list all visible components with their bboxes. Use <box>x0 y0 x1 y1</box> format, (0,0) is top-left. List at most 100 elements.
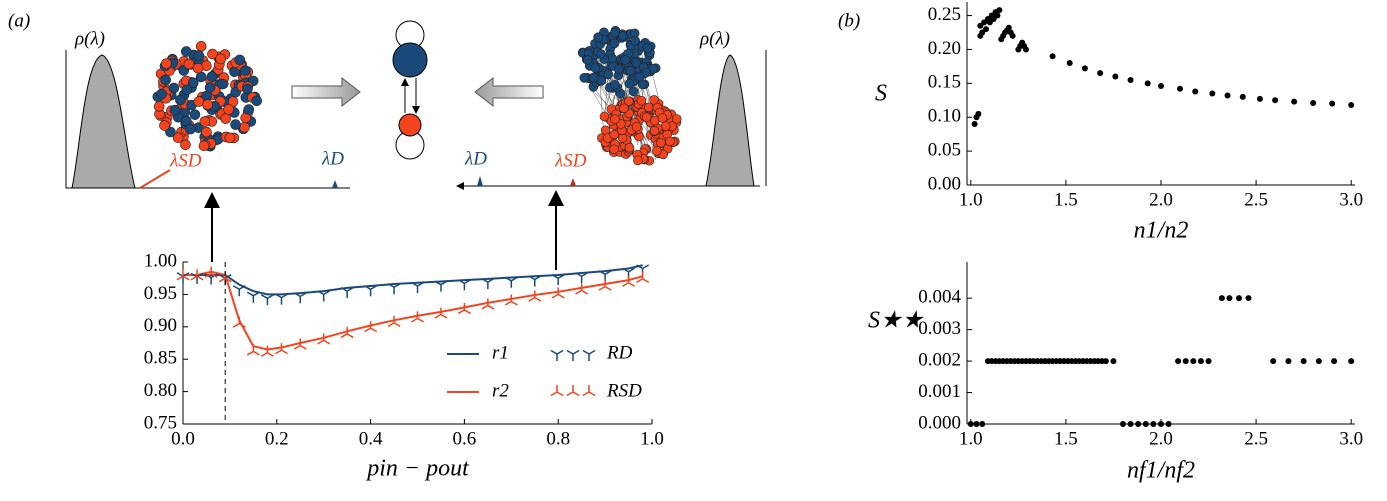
net-node <box>658 114 667 123</box>
point <box>1348 358 1354 364</box>
net-node <box>161 59 171 69</box>
marker <box>261 295 273 306</box>
lambda-sd: λSD <box>169 150 202 171</box>
y-axis-label: S★★ <box>868 308 925 334</box>
x-tick-label: 1.0 <box>640 428 664 449</box>
marker <box>576 273 588 284</box>
x-tick-label: 0.6 <box>453 428 477 449</box>
net-node <box>200 117 210 127</box>
marker <box>318 291 330 302</box>
net-node <box>169 83 179 93</box>
net-node <box>190 110 200 120</box>
legend-label: r1 <box>492 342 509 363</box>
y-tick-label: 0.00 <box>928 173 961 194</box>
point <box>1331 358 1337 364</box>
marker <box>275 294 287 305</box>
y-tick-label: 0.20 <box>928 38 961 59</box>
point <box>994 13 1000 19</box>
lambda-d: λD <box>464 148 487 169</box>
marker <box>365 286 377 297</box>
marker <box>505 277 517 288</box>
net-node <box>207 72 217 82</box>
net-node <box>580 73 589 82</box>
marker <box>247 292 259 303</box>
point <box>1225 93 1231 99</box>
net-node <box>231 120 241 130</box>
legend-swatch <box>551 351 563 362</box>
pointer <box>140 170 170 188</box>
x-tick-label: 2.5 <box>1244 189 1268 210</box>
point <box>1112 74 1118 80</box>
net-node <box>193 63 203 73</box>
y-tick-label: 0.95 <box>144 283 177 304</box>
y-tick-label: 0.90 <box>144 315 177 336</box>
point <box>996 7 1002 13</box>
density-hump <box>72 55 135 188</box>
net-node <box>665 137 674 146</box>
lambda-d: λD <box>321 148 344 169</box>
net-node <box>656 138 665 147</box>
point <box>1245 295 1251 301</box>
y-tick-label: 0.004 <box>918 287 961 308</box>
left-inset: ρ(λ) λSD λD <box>66 28 350 188</box>
x-tick-label: 0.4 <box>359 428 383 449</box>
x-axis-label: n1/n2 <box>1134 218 1189 244</box>
point <box>1120 421 1126 427</box>
net-node <box>173 133 183 143</box>
node <box>399 114 421 136</box>
x-tick-label: 2.0 <box>1149 189 1173 210</box>
net-node <box>618 31 627 40</box>
point <box>1010 33 1016 39</box>
net-node <box>594 33 603 42</box>
net-node <box>610 115 619 124</box>
y-tick-label: 0.75 <box>144 412 177 433</box>
x-axis-label: pin − pout <box>365 456 470 482</box>
point <box>1226 295 1232 301</box>
marker <box>341 288 353 299</box>
point <box>974 421 980 427</box>
point <box>1082 65 1088 71</box>
net-node <box>201 127 211 137</box>
net-node <box>199 141 209 151</box>
net-node <box>157 89 167 99</box>
legend-label: RD <box>606 342 633 363</box>
marker <box>435 281 447 292</box>
motif <box>393 21 427 159</box>
net-node <box>583 55 592 64</box>
point <box>1190 358 1196 364</box>
net-node <box>609 145 618 154</box>
net-node <box>625 79 634 88</box>
marker <box>233 286 245 297</box>
marker <box>294 293 306 304</box>
eigen-peak <box>332 180 338 188</box>
point <box>1128 77 1134 83</box>
panel-label: (a) <box>8 10 30 31</box>
y-tick-label: 0.05 <box>928 139 961 160</box>
y-tick-label: 0.15 <box>928 72 961 93</box>
node <box>393 43 427 77</box>
point <box>1183 358 1189 364</box>
net-node <box>614 65 623 74</box>
net-node <box>203 99 213 109</box>
point <box>1198 358 1204 364</box>
net-node <box>240 66 250 76</box>
net-node <box>224 104 234 114</box>
net-node <box>161 75 171 85</box>
net-node <box>597 50 606 59</box>
legend-swatch <box>583 385 595 396</box>
network <box>153 41 262 151</box>
marker <box>529 276 541 287</box>
x-tick-label: 1.0 <box>959 428 983 449</box>
x-tick-label: 2.0 <box>1149 428 1173 449</box>
net-node <box>604 70 613 79</box>
point <box>1219 295 1225 301</box>
point <box>1270 358 1276 364</box>
x-tick-label: 0.8 <box>546 428 570 449</box>
net-node <box>632 122 641 131</box>
point <box>1067 60 1073 66</box>
point <box>1272 97 1278 103</box>
net-node <box>170 105 180 115</box>
y-tick-label: 0.000 <box>918 412 961 433</box>
point <box>1240 94 1246 100</box>
eigen-peak <box>570 178 576 186</box>
